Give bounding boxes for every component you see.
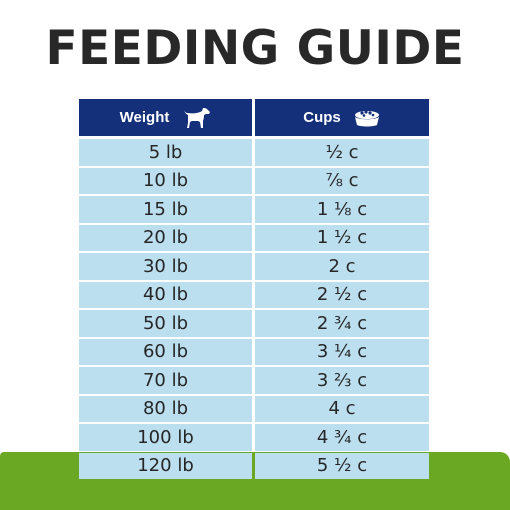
table-row: 120 lb 5 ½ c xyxy=(79,452,429,479)
cups-cell: 4 c xyxy=(255,395,429,422)
table-row: 80 lb 4 c xyxy=(79,395,429,422)
cups-header-label: Cups xyxy=(303,109,341,126)
dog-icon xyxy=(181,107,211,129)
cups-cell: ⅞ c xyxy=(255,167,429,194)
weight-cell: 40 lb xyxy=(79,281,252,308)
weight-cell: 15 lb xyxy=(79,196,252,223)
weight-cell: 5 lb xyxy=(79,139,252,166)
cups-cell: 3 ¼ c xyxy=(255,338,429,365)
table-body: 5 lb ½ c 10 lb ⅞ c 15 lb 1 ⅛ c 20 lb 1 ½ c 30 lb… xyxy=(79,139,429,479)
table-row: 20 lb 1 ½ c xyxy=(79,224,429,251)
weight-cell: 60 lb xyxy=(79,338,252,365)
table-row: 15 lb 1 ⅛ c xyxy=(79,196,429,223)
table-row: 60 lb 3 ¼ c xyxy=(79,338,429,365)
cups-cell: 3 ⅔ c xyxy=(255,367,429,394)
table-row: 10 lb ⅞ c xyxy=(79,167,429,194)
weight-cell: 120 lb xyxy=(79,452,252,479)
cups-cell: 5 ½ c xyxy=(255,452,429,479)
page-title: FEEDING GUIDE xyxy=(45,21,465,76)
cups-cell: 2 c xyxy=(255,253,429,280)
weight-cell: 10 lb xyxy=(79,167,252,194)
table-row: 70 lb 3 ⅔ c xyxy=(79,367,429,394)
weight-cell: 30 lb xyxy=(79,253,252,280)
cups-cell: ½ c xyxy=(255,139,429,166)
table-row: 50 lb 2 ¾ c xyxy=(79,310,429,337)
weight-header: Weight xyxy=(79,99,252,136)
weight-cell: 20 lb xyxy=(79,224,252,251)
weight-header-label: Weight xyxy=(119,109,170,126)
cups-header: Cups xyxy=(255,99,429,136)
weight-cell: 70 lb xyxy=(79,367,252,394)
cups-cell: 4 ¾ c xyxy=(255,424,429,451)
feeding-table: Weight Cups 5 lb ½ c 10 xyxy=(79,99,429,481)
cups-cell: 1 ½ c xyxy=(255,224,429,251)
table-row: 40 lb 2 ½ c xyxy=(79,281,429,308)
weight-cell: 80 lb xyxy=(79,395,252,422)
table-row: 30 lb 2 c xyxy=(79,253,429,280)
weight-cell: 50 lb xyxy=(79,310,252,337)
table-row: 100 lb 4 ¾ c xyxy=(79,424,429,451)
table-row: 5 lb ½ c xyxy=(79,139,429,166)
cups-cell: 2 ¾ c xyxy=(255,310,429,337)
weight-cell: 100 lb xyxy=(79,424,252,451)
cups-cell: 2 ½ c xyxy=(255,281,429,308)
food-bowl-icon xyxy=(353,108,381,128)
table-header-row: Weight Cups xyxy=(79,99,429,136)
cups-cell: 1 ⅛ c xyxy=(255,196,429,223)
